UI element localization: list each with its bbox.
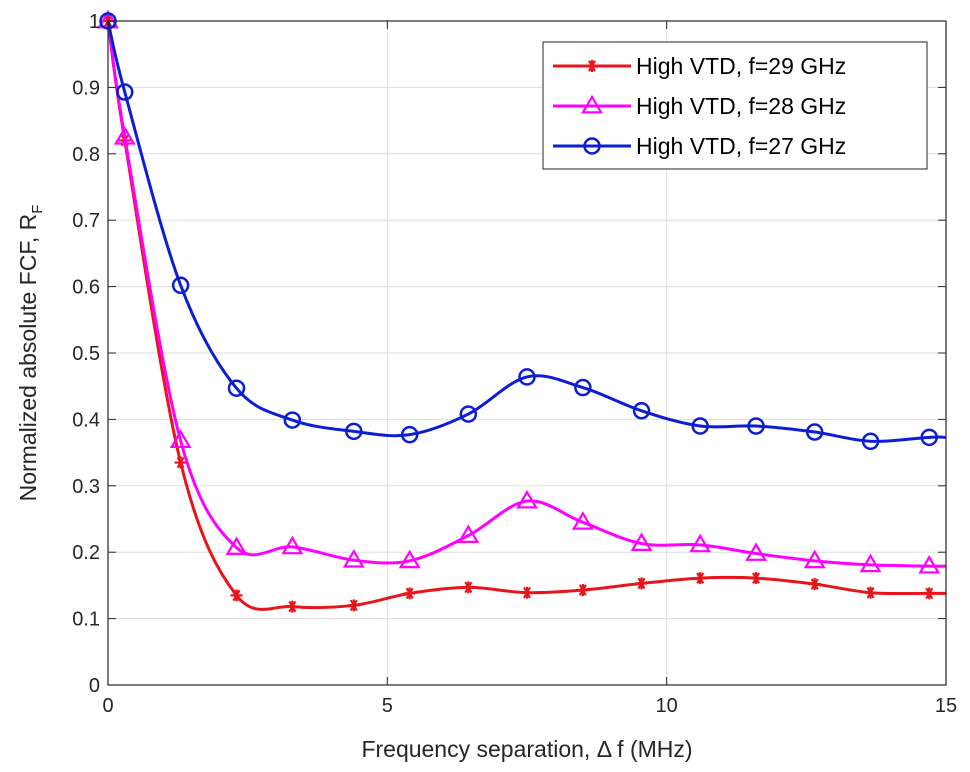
data-point — [347, 599, 360, 612]
series-2 — [97, 9, 947, 574]
x-tick-label: 0 — [102, 695, 113, 717]
legend-marker — [583, 137, 601, 155]
y-tick-label: 0.8 — [72, 144, 100, 166]
y-tick-label: 0.7 — [72, 210, 100, 232]
data-point — [171, 276, 190, 295]
legend-marker — [581, 94, 603, 114]
y-tick-label: 0.3 — [72, 476, 100, 498]
x-tick-label: 5 — [382, 695, 393, 717]
data-point — [403, 587, 416, 600]
y-tick-label: 0.5 — [72, 343, 100, 365]
y-axis-label: Normalized absolute FCF, RF — [15, 205, 46, 502]
data-point — [805, 423, 824, 441]
legend-marker — [586, 60, 598, 72]
data-point — [571, 511, 594, 530]
legend-entry: High VTD, f=27 GHz — [553, 133, 846, 159]
data-point — [750, 572, 763, 585]
data-point — [518, 368, 536, 386]
data-point — [745, 542, 767, 561]
y-tick-label: 0.2 — [72, 542, 100, 564]
data-point — [803, 549, 826, 569]
data-point — [342, 548, 365, 568]
data-point — [864, 586, 877, 599]
series-line — [106, 20, 947, 443]
y-tick-label: 1 — [89, 11, 100, 33]
data-point — [459, 405, 478, 423]
legend-label: High VTD, f=27 GHz — [636, 133, 846, 159]
y-tick-label: 0.9 — [72, 77, 100, 99]
data-point — [923, 587, 936, 600]
data-point — [747, 417, 765, 435]
data-point — [861, 432, 880, 451]
data-point — [689, 533, 712, 553]
data-point — [691, 417, 709, 435]
y-tick-label: 0.6 — [72, 277, 100, 299]
data-point — [694, 572, 707, 585]
data-point — [116, 83, 134, 101]
y-tick-label: 0 — [89, 675, 100, 697]
data-point — [174, 456, 187, 469]
data-point — [400, 425, 419, 444]
data-point — [859, 553, 882, 573]
data-point — [398, 549, 421, 569]
ticks: 0 5 10 15 0 0.1 0.2 0.3 0.4 0.5 0.6 0.7 0.8 0.9 1 — [72, 11, 957, 717]
data-point — [462, 581, 475, 594]
data-point — [920, 428, 938, 447]
legend-label: High VTD, f=28 GHz — [636, 93, 846, 119]
data-point — [283, 411, 302, 429]
legend-entry: High VTD, f=28 GHz — [553, 93, 846, 119]
data-point — [632, 402, 651, 420]
y-tick-label: 0.1 — [72, 609, 100, 631]
data-point — [576, 584, 589, 597]
x-axis-label: Frequency separation, Δ f (MHz) — [361, 736, 692, 762]
legend-label: High VTD, f=29 GHz — [636, 53, 846, 79]
data-point — [225, 536, 248, 555]
data-point — [169, 429, 192, 449]
y-tick-label: 0.4 — [72, 409, 100, 431]
series-layer — [97, 9, 947, 613]
data-point — [286, 600, 299, 613]
x-tick-label: 15 — [935, 695, 957, 717]
data-point — [345, 422, 363, 441]
data-point — [630, 532, 653, 551]
data-point — [808, 578, 821, 591]
data-point — [516, 489, 538, 509]
data-point — [635, 577, 648, 590]
data-point — [227, 379, 246, 397]
data-point — [918, 554, 941, 574]
data-point — [457, 524, 480, 544]
x-tick-label: 10 — [656, 695, 678, 717]
legend: High VTD, f=29 GHz High VTD, f=28 GHz High… — [542, 41, 928, 170]
data-point — [113, 126, 136, 145]
legend-entry: High VTD, f=29 GHz — [553, 53, 846, 79]
data-point — [521, 586, 533, 599]
data-point — [230, 589, 243, 602]
data-point — [574, 378, 592, 397]
series-line — [106, 20, 947, 568]
data-point — [281, 535, 304, 555]
